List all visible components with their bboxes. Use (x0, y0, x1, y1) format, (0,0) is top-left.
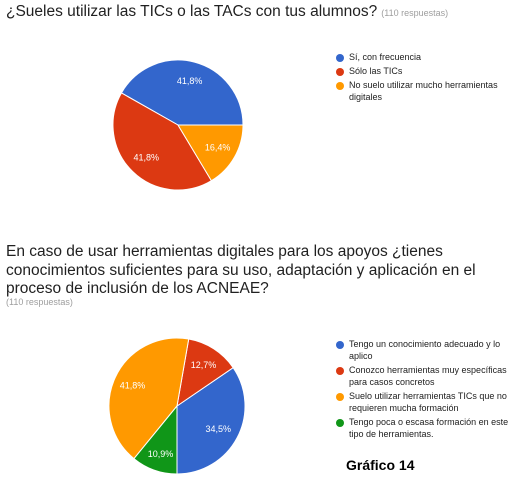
pie-chart-2: 34,5% 12,7% 41,8% 10,9% (108, 337, 246, 475)
slice-value-label: 41,8% (120, 381, 146, 391)
legend-item[interactable]: Conozco herramientas muy específicas par… (336, 364, 512, 388)
chart2-title: En caso de usar herramientas digitales p… (6, 243, 476, 297)
slice-value-label: 41,8% (133, 153, 159, 163)
legend-item[interactable]: Tengo poca o escasa formación en este ti… (336, 416, 512, 440)
figure-caption: Gráfico 14 (346, 457, 415, 473)
chart2-legend: Tengo un conocimiento adecuado y lo apli… (336, 338, 512, 442)
slice-value-label: 41,8% (177, 76, 203, 86)
legend-label: Suelo utilizar herramientas TICs que no … (349, 391, 507, 413)
legend-swatch (336, 82, 344, 90)
legend-swatch (336, 367, 344, 375)
legend-item[interactable]: Sólo las TICs (336, 65, 511, 77)
legend-label: Conozco herramientas muy específicas par… (349, 365, 507, 387)
legend-item[interactable]: Tengo un conocimiento adecuado y lo apli… (336, 338, 512, 362)
chart1-response-count: (110 respuestas) (381, 8, 449, 18)
legend-label: Tengo un conocimiento adecuado y lo apli… (349, 339, 501, 361)
legend-label: Sólo las TICs (349, 66, 403, 76)
legend-swatch (336, 54, 344, 62)
chart2-response-count: (110 respuestas) (6, 297, 73, 307)
slice-value-label: 10,9% (148, 449, 174, 459)
legend-item[interactable]: Sí, con frecuencia (336, 51, 511, 63)
pie-slice-3[interactable] (108, 337, 190, 460)
pie-chart-1: 41,8% 41,8% 16,4% (112, 59, 244, 191)
pie-slice-3[interactable] (177, 124, 244, 182)
legend-label: No suelo utilizar mucho herramientas dig… (349, 80, 498, 102)
pie-slice-1[interactable] (120, 59, 244, 126)
legend-item[interactable]: No suelo utilizar mucho herramientas dig… (336, 79, 511, 103)
chart1-legend: Sí, con frecuencia Sólo las TICs No suelo … (336, 51, 511, 105)
pie-slice-1[interactable] (176, 366, 246, 475)
legend-label: Tengo poca o escasa formación en este ti… (349, 417, 509, 439)
legend-swatch (336, 68, 344, 76)
slice-value-label: 12,7% (191, 360, 217, 370)
legend-swatch (336, 341, 344, 349)
legend-swatch (336, 393, 344, 401)
chart1-title-text: ¿Sueles utilizar las TICs o las TACs con… (6, 3, 378, 20)
pie-slice-2[interactable] (112, 92, 213, 191)
legend-item[interactable]: Suelo utilizar herramientas TICs que no … (336, 390, 512, 414)
legend-swatch (336, 419, 344, 427)
chart1-title: ¿Sueles utilizar las TICs o las TACs con… (6, 3, 448, 21)
slice-value-label: 16,4% (205, 142, 231, 152)
slice-value-label: 34,5% (206, 424, 232, 434)
legend-label: Sí, con frecuencia (349, 52, 422, 62)
pie-slice-4[interactable] (133, 404, 178, 475)
